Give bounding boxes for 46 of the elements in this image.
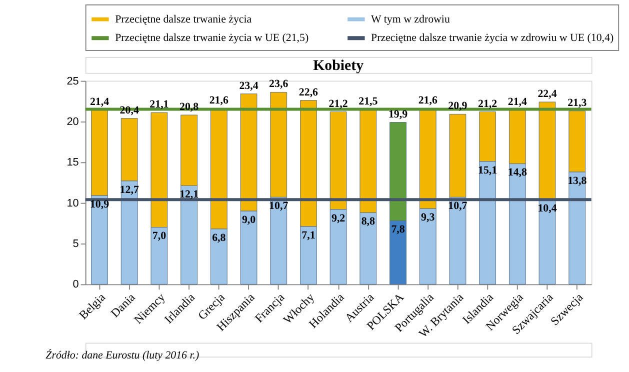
y-tick-label: 25 [66,75,79,88]
chart-title: Kobiety [313,58,364,74]
total-label: 21,4 [508,96,528,108]
data-label: 9,2 [331,212,346,224]
legend-label: Przeciętne dalsze trwanie życia [115,13,252,26]
data-label: 9,0 [242,214,256,226]
total-label: 22,6 [298,86,319,98]
bar [538,102,556,200]
y-tick-label: 5 [72,238,79,250]
data-label: 15,1 [478,164,498,176]
data-label: 10,7 [269,200,289,212]
data-label: 9,3 [421,211,436,224]
total-label: 21,5 [358,95,378,108]
data-label: 7,8 [391,224,406,236]
total-label: 19,9 [388,108,408,120]
y-tick-label: 0 [72,278,79,291]
total-label: 21,2 [478,98,498,110]
total-label: 21,3 [568,96,588,109]
data-label: 12,1 [180,188,199,201]
total-label: 21,6 [209,94,229,107]
total-label: 21,6 [418,94,438,107]
y-tick-label: 20 [66,116,79,128]
data-label: 6,8 [212,232,226,244]
total-label: 21,2 [328,98,348,110]
data-label: 10,7 [448,200,468,212]
data-label: 7,0 [152,230,167,242]
total-label: 20,4 [120,104,140,116]
legend-label: Przeciętne dalsze trwanie życia w UE (21,5) [115,32,309,44]
legend-label: Przeciętne dalsze trwanie życia w zdrowiu w UE (10,4) [371,32,614,44]
data-label: 14,8 [508,166,528,179]
bar [538,199,556,284]
data-label: 10,9 [90,198,110,210]
legend-label: W tym w zdrowiu [371,13,450,26]
total-label: 21,4 [90,96,110,108]
total-label: 21,1 [150,98,169,111]
y-tick-label: 10 [66,197,79,210]
total-label: 23,6 [269,78,289,90]
total-label: 23,4 [239,80,259,92]
text: Źródło: dane Eurostu (luty 2016 r.) [46,348,200,362]
y-tick-label: 15 [66,156,79,169]
data-label: 7,1 [302,229,316,242]
data-label: 13,8 [568,174,588,187]
total-label: 22,4 [538,88,558,100]
data-label: 12,7 [120,184,140,196]
data-label: 10,4 [538,202,558,214]
data-label: 8,8 [361,216,376,228]
